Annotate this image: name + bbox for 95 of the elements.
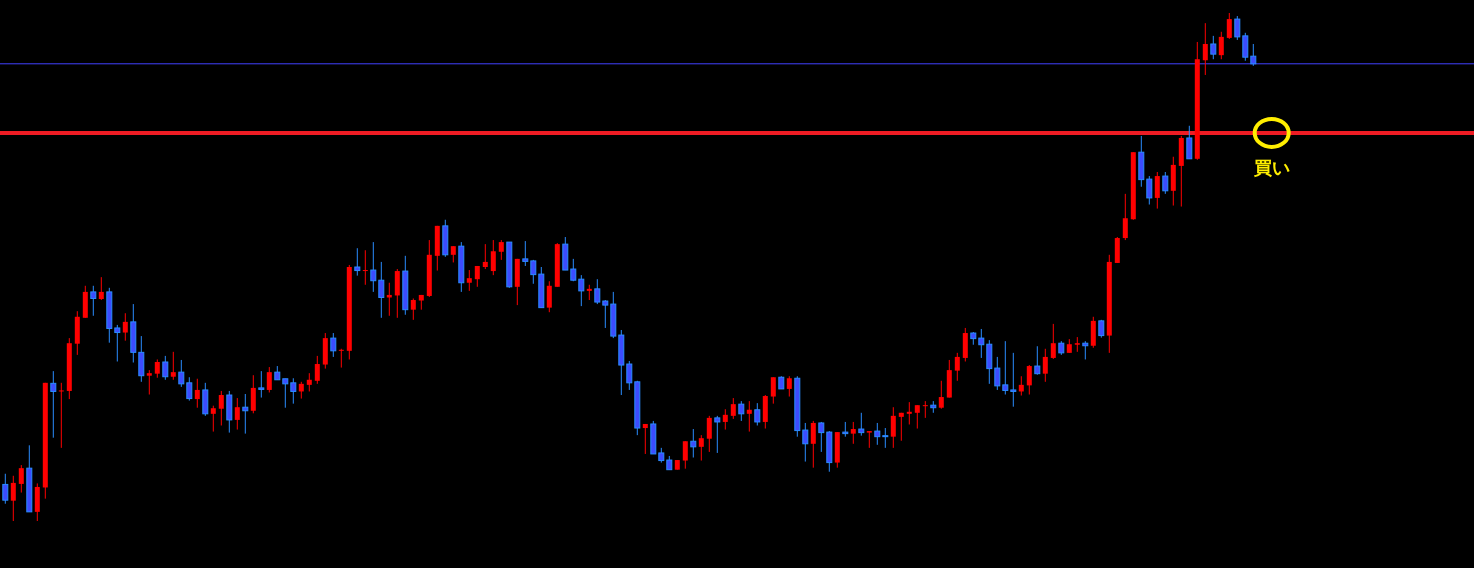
candlestick xyxy=(1186,125,1193,160)
candlestick xyxy=(1042,348,1048,383)
candlestick xyxy=(754,402,761,426)
candlestick xyxy=(698,434,704,462)
candlestick xyxy=(906,401,912,425)
candlestick xyxy=(306,372,312,392)
candlestick xyxy=(1034,345,1041,376)
candlestick xyxy=(546,280,552,313)
candlestick xyxy=(706,415,712,453)
candlestick xyxy=(690,428,697,458)
candlestick xyxy=(1242,32,1249,62)
candlestick xyxy=(234,397,240,431)
candlestick xyxy=(1010,352,1017,408)
candlestick xyxy=(498,239,504,261)
candlestick xyxy=(898,412,904,442)
candlestick xyxy=(714,415,721,454)
candlestick xyxy=(810,420,816,469)
candlestick xyxy=(178,359,185,388)
candlestick xyxy=(522,240,529,267)
candlestick xyxy=(258,370,265,399)
candlestick xyxy=(1050,323,1056,360)
candlestick xyxy=(2,473,9,505)
candlestick xyxy=(290,377,297,405)
candlestick xyxy=(1018,375,1024,397)
candlestick xyxy=(282,378,289,409)
candlestick xyxy=(362,249,368,286)
candlestick xyxy=(954,352,960,382)
candlestick xyxy=(10,475,16,522)
candlestick xyxy=(682,440,688,470)
candlestick xyxy=(242,393,249,435)
candlestick xyxy=(218,390,224,426)
candlestick xyxy=(138,335,145,383)
candlestick xyxy=(594,278,601,305)
candlestick xyxy=(1122,193,1128,241)
candlestick xyxy=(194,378,200,409)
candlestick xyxy=(1210,35,1217,60)
candlestick xyxy=(58,382,64,449)
candlestick xyxy=(378,261,385,319)
candlestick xyxy=(626,360,633,391)
candlestick xyxy=(1146,175,1153,206)
candlestick xyxy=(266,366,272,393)
candlestick xyxy=(210,405,216,433)
candlestick xyxy=(354,247,361,277)
candlestick xyxy=(98,276,104,301)
candlestick xyxy=(818,421,825,453)
candlestick xyxy=(338,348,344,369)
candlestick xyxy=(482,243,488,270)
candlestick xyxy=(170,351,176,381)
candlestick xyxy=(938,380,944,410)
candlestick xyxy=(746,400,752,433)
candlestick xyxy=(738,400,745,422)
candlestick xyxy=(162,355,169,381)
candlestick xyxy=(370,241,377,293)
candlestick xyxy=(410,298,416,321)
candlestick xyxy=(602,299,609,329)
candlestick xyxy=(882,427,889,449)
candlestick xyxy=(90,285,97,317)
candlestick xyxy=(1202,22,1208,76)
candlestick xyxy=(1226,12,1232,40)
candlestick xyxy=(114,324,121,362)
candlestick xyxy=(770,376,776,405)
candlestick xyxy=(186,376,193,402)
candlestick xyxy=(146,369,152,396)
candlestick xyxy=(1234,15,1241,41)
candlestick xyxy=(1154,171,1160,210)
candlestick xyxy=(122,312,128,342)
candlestick xyxy=(978,328,985,359)
candlestick xyxy=(786,375,792,398)
candlestick xyxy=(1082,340,1089,360)
candlestick xyxy=(722,408,728,431)
candlestick xyxy=(850,421,856,445)
candlestick xyxy=(890,406,896,449)
candlestick xyxy=(914,404,920,430)
candlestick xyxy=(50,370,57,439)
candlestick xyxy=(1026,364,1032,396)
candlestick xyxy=(578,274,585,307)
candlestick xyxy=(858,412,865,437)
candlestick xyxy=(466,269,472,292)
candlestick xyxy=(202,382,209,417)
candlestick xyxy=(154,358,160,379)
candlestick xyxy=(642,423,648,455)
candlestick xyxy=(1218,31,1224,60)
candlestick xyxy=(874,422,881,446)
candlestick xyxy=(994,356,1001,391)
candlestick xyxy=(490,239,496,276)
candlestick xyxy=(330,332,337,358)
candlestick xyxy=(314,355,320,385)
annotation: 買い xyxy=(1252,156,1290,178)
candlestick xyxy=(922,400,928,419)
candlestick xyxy=(1162,171,1169,195)
candlestick xyxy=(1002,340,1009,396)
candlestick xyxy=(250,374,256,414)
candlestick xyxy=(18,464,24,494)
candlestick xyxy=(802,422,809,463)
candlestick xyxy=(730,397,736,420)
